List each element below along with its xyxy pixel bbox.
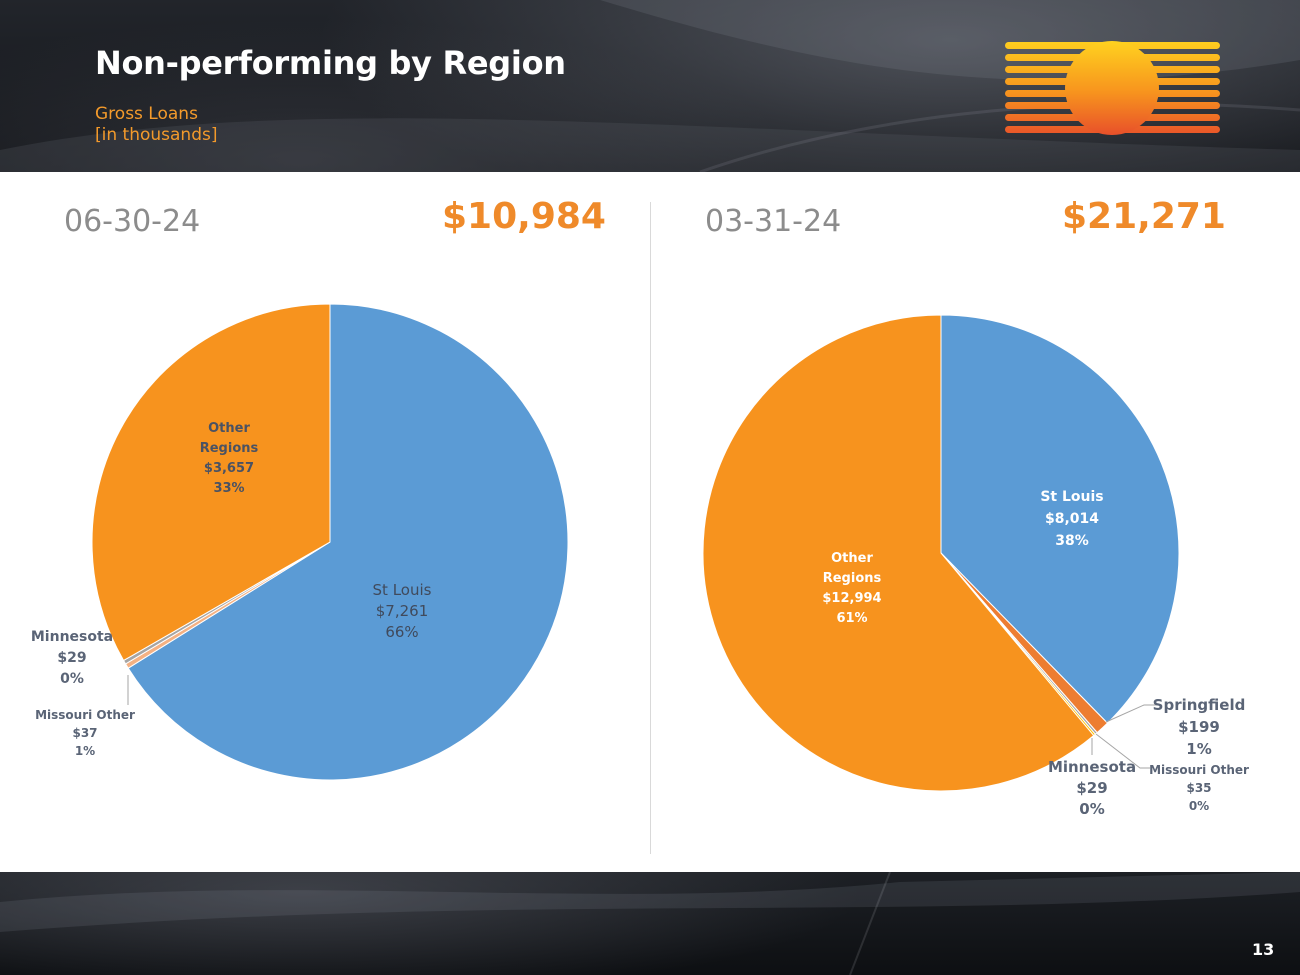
- pie0-slice-other-regions: [91, 303, 331, 662]
- pie1-leader-springfield: [1105, 704, 1158, 723]
- slide-footer: [0, 872, 1300, 975]
- pie1-label-other-regions: Other Regions $12,994 61%: [822, 551, 881, 626]
- pie0-slice-st-louis: [127, 303, 569, 781]
- pie1-label-minnesota: Minnesota $29 0%: [1048, 758, 1136, 818]
- pie1-label-springfield: Springfield $199 1%: [1153, 696, 1246, 758]
- pie0-label-minnesota: Minnesota $29 0%: [31, 629, 113, 687]
- subtitle-line-1: Gross Loans: [95, 104, 198, 124]
- pie0-label-missouri-other: Missouri Other $37 1%: [35, 708, 135, 758]
- footer-swoosh-decoration: [0, 872, 1300, 975]
- left-chart-total: $10,984: [442, 196, 606, 237]
- panel-divider: [650, 202, 651, 854]
- left-pie-chart: St Louis $7,261 66% Missouri Other $37 1% Minn…: [31, 303, 569, 781]
- pie0-label-other-regions: Other Regions $3,657 33%: [200, 421, 259, 496]
- company-logo-icon: [1005, 41, 1220, 135]
- pie1-label-missouri-other: Missouri Other $35 0%: [1149, 763, 1249, 813]
- page-number: 13: [1252, 940, 1275, 959]
- pie1-label-st-louis: St Louis $8,014 38%: [1040, 489, 1103, 549]
- subtitle-line-2: [in thousands]: [95, 125, 218, 145]
- left-chart-date: 06-30-24: [64, 204, 201, 239]
- right-chart-total: $21,271: [1062, 196, 1226, 237]
- right-chart-date: 03-31-24: [705, 204, 842, 239]
- page-title: Non-performing by Region: [95, 44, 566, 82]
- page-subtitle: Gross Loans [in thousands]: [95, 104, 217, 146]
- pie1-slice-other-regions: [702, 314, 1095, 792]
- pie0-label-st-louis: St Louis $7,261 66%: [373, 581, 432, 641]
- slide-header: Non-performing by Region Gross Loans [in…: [0, 0, 1300, 172]
- pie1-leader-missouri-other: [1095, 733, 1150, 769]
- right-pie-chart: St Louis $8,014 38% Springfield $199 1%Missou…: [702, 314, 1249, 818]
- pie1-slice-st-louis: [940, 314, 1180, 724]
